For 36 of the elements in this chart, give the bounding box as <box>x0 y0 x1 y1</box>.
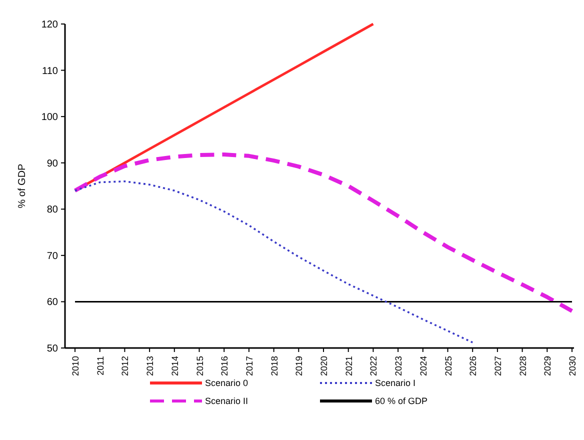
x-tick-label: 2027 <box>492 356 503 376</box>
x-tick-label: 2019 <box>294 356 304 376</box>
x-tick-label: 2022 <box>368 356 379 376</box>
x-tick-label: 2020 <box>319 356 329 376</box>
y-tick-label: 70 <box>46 250 58 262</box>
x-tick-label: 2030 <box>568 356 578 376</box>
x-tick-label: 2024 <box>418 356 428 376</box>
legend-label: Scenario 0 <box>205 378 248 388</box>
legend-label: 60 % of GDP <box>375 396 428 406</box>
x-tick-label: 2025 <box>443 356 454 376</box>
x-tick-label: 2015 <box>194 356 205 376</box>
legend-label: Scenario II <box>205 396 248 406</box>
x-tick-label: 2013 <box>145 356 156 376</box>
y-tick-label: 50 <box>46 344 58 354</box>
x-tick-label: 2010 <box>70 356 80 376</box>
legend-label: Scenario I <box>375 378 416 388</box>
y-tick-label: 60 <box>46 297 58 308</box>
y-tick-label: 120 <box>41 20 58 30</box>
x-tick-label: 2016 <box>220 356 230 376</box>
y-tick-label: 100 <box>41 112 58 124</box>
x-tick-label: 2023 <box>394 356 404 376</box>
line-series <box>74 180 474 344</box>
x-tick-label: 2029 <box>542 356 553 376</box>
x-tick-label: 2028 <box>518 356 528 376</box>
line-series <box>73 152 574 313</box>
x-tick-label: 2026 <box>468 356 478 376</box>
y-axis-title: % of GDP <box>17 163 28 208</box>
x-tick-label: 2021 <box>344 356 354 376</box>
y-tick-label: 90 <box>46 158 58 170</box>
x-tick-label: 2018 <box>269 356 280 376</box>
x-tick-label: 2017 <box>244 356 254 376</box>
y-tick-label: 80 <box>46 204 58 216</box>
y-tick-label: 110 <box>42 66 58 77</box>
x-tick-label: 2011 <box>95 356 106 376</box>
x-tick-label: 2012 <box>120 356 130 376</box>
x-tick-label: 2014 <box>170 356 180 376</box>
